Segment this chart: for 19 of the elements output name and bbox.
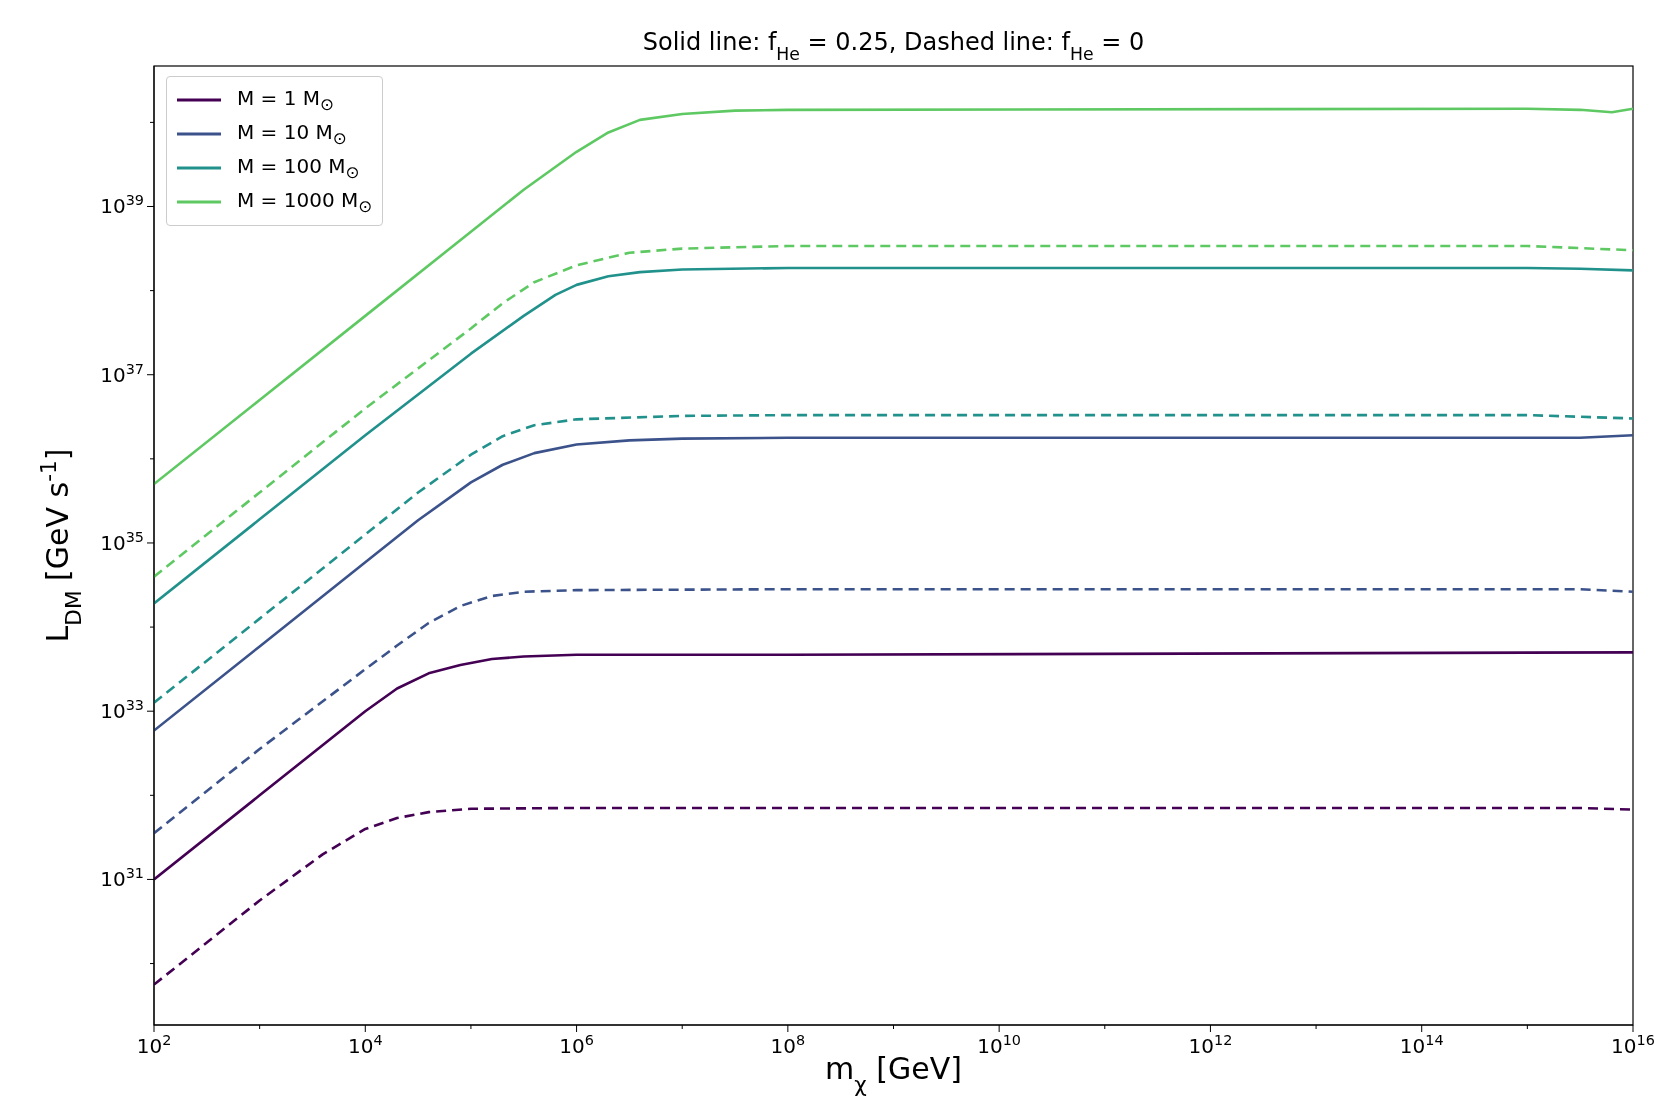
- x-tick-label: 10$^{12}$: [1188, 1032, 1233, 1058]
- y-tick-label: 10$^{33}$: [100, 697, 144, 724]
- x-tick-label: 10$^{4}$: [347, 1032, 383, 1058]
- x-tick-label: 10$^{2}$: [136, 1032, 172, 1058]
- y-tick-label: 10$^{35}$: [100, 528, 144, 555]
- x-tick-label: 10$^{14}$: [1399, 1032, 1444, 1058]
- legend-label: M = 1000 M$_{⊙}$: [237, 188, 373, 216]
- legend-label: M = 10 M$_{⊙}$: [237, 120, 347, 148]
- x-tick-label: 10$^{6}$: [559, 1032, 594, 1058]
- x-tick-label: 10$^{16}$: [1611, 1032, 1654, 1058]
- x-tick-label: 10$^{8}$: [770, 1032, 806, 1058]
- legend-label: M = 1 M$_{⊙}$: [237, 86, 335, 114]
- y-tick-label: 10$^{37}$: [100, 360, 144, 387]
- legend-label: M = 100 M$_{⊙}$: [237, 154, 360, 182]
- y-tick-label: 10$^{39}$: [100, 192, 144, 219]
- x-axis-title: m$_{χ}$ [GeV]: [825, 1051, 962, 1097]
- y-tick-label: 10$^{31}$: [100, 865, 144, 892]
- x-tick-label: 10$^{10}$: [977, 1032, 1022, 1058]
- chart-title: Solid line: f$_{He}$ = 0.25, Dashed line: f$_{He}$ = 0: [642, 28, 1145, 64]
